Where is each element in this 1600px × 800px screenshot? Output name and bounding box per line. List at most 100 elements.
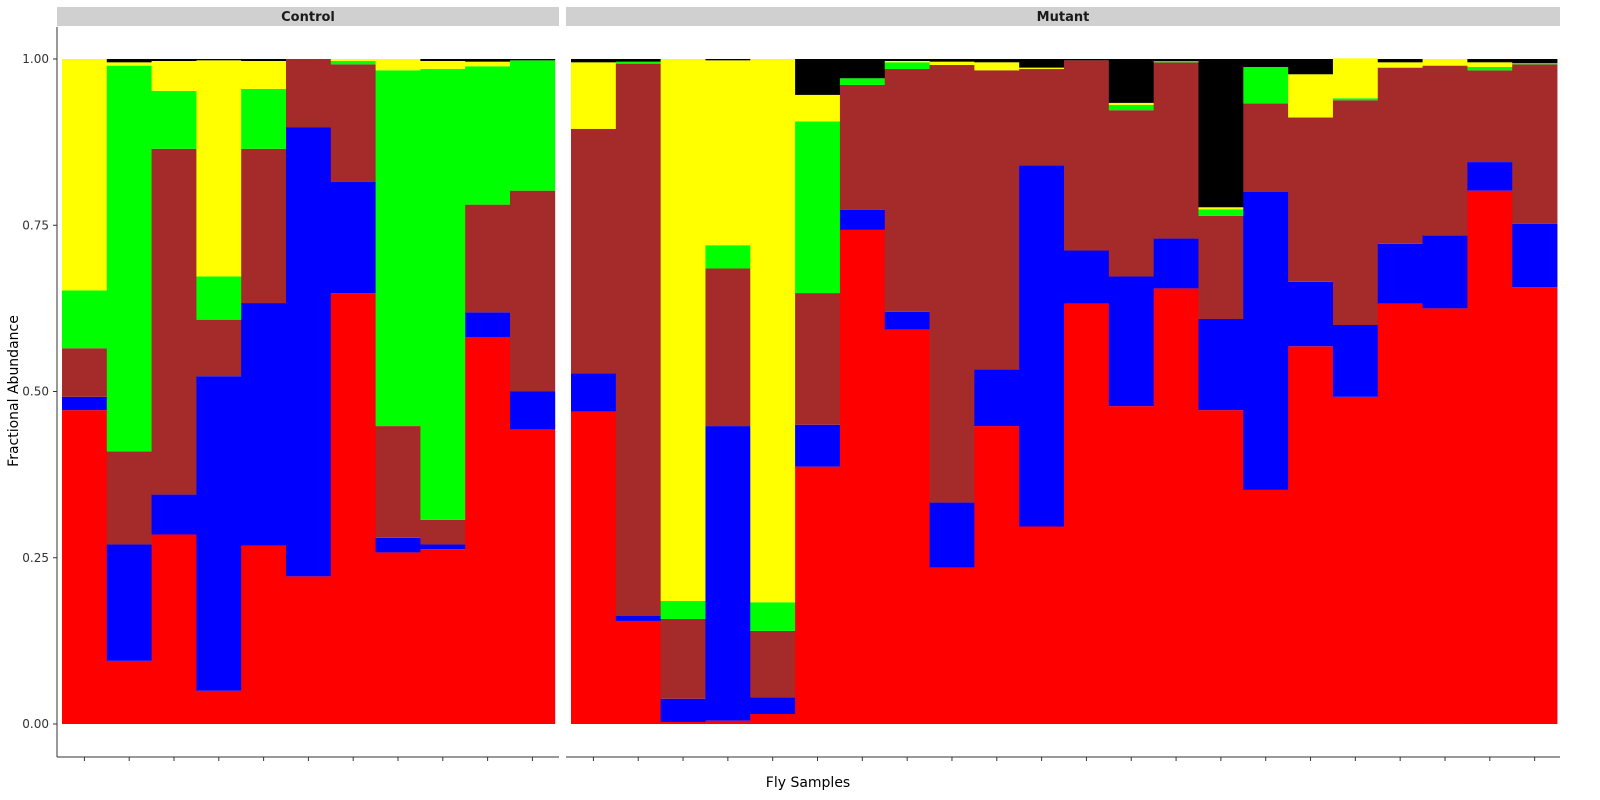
bar-segment-red xyxy=(510,429,556,724)
bar-segment-blue xyxy=(1198,319,1244,411)
bar-segment-brown xyxy=(1153,62,1199,239)
bar-segment-green xyxy=(510,60,556,191)
bar-segment-black xyxy=(929,59,975,62)
sample-bar xyxy=(1288,59,1334,724)
panel-strip-label: Control xyxy=(281,10,335,25)
bar-segment-blue xyxy=(465,312,511,337)
bar-segment-green xyxy=(1332,98,1379,101)
bar-segment-blue xyxy=(241,303,287,546)
bar-segment-blue xyxy=(1377,243,1423,304)
bar-segment-red xyxy=(705,720,751,724)
bar-segment-yellow xyxy=(330,59,376,61)
bar-segment-green xyxy=(62,290,108,349)
bar-segment-brown xyxy=(1512,64,1558,224)
bar-segment-black xyxy=(795,59,841,95)
panel-strip xyxy=(57,7,559,26)
bar-segment-yellow xyxy=(151,61,197,91)
sample-bar xyxy=(1153,59,1199,724)
bar-segment-brown xyxy=(106,451,152,545)
bar-segment-green xyxy=(705,245,751,269)
bar-segment-black xyxy=(571,59,617,63)
bar-segment-yellow xyxy=(106,62,152,66)
bar-segment-yellow xyxy=(571,62,617,129)
sample-bar xyxy=(884,59,930,724)
sample-bar xyxy=(330,59,376,724)
sample-bar xyxy=(929,59,975,724)
bar-segment-brown xyxy=(615,63,662,616)
bar-segment-red xyxy=(465,336,511,724)
sample-bar xyxy=(1512,59,1558,724)
bar-segment-red xyxy=(929,567,975,724)
bar-segment-blue xyxy=(615,615,662,621)
bar-segment-blue xyxy=(420,544,466,550)
bar-segment-blue xyxy=(884,311,930,330)
bar-segment-red xyxy=(106,660,152,724)
bar-segment-green xyxy=(1198,209,1244,216)
bar-segment-blue xyxy=(660,698,706,722)
bar-segment-brown xyxy=(1064,60,1110,251)
sample-bar xyxy=(286,59,332,724)
bar-segment-red xyxy=(151,534,197,724)
bar-segment-green xyxy=(1243,66,1289,104)
bar-segment-red xyxy=(1422,308,1468,725)
bar-segment-yellow xyxy=(705,60,751,246)
sample-bar xyxy=(1422,59,1468,725)
bar-segment-red xyxy=(1377,303,1423,724)
bar-segment-blue xyxy=(1243,192,1289,490)
bar-segment-green xyxy=(196,276,242,320)
bar-segment-yellow xyxy=(196,60,242,277)
sample-bar xyxy=(106,59,152,724)
sample-bar xyxy=(839,59,886,724)
y-axis: 0.00 0.25 0.50 0.75 1.00 xyxy=(22,27,58,757)
bar-segment-red xyxy=(615,620,662,724)
bar-segment-brown xyxy=(151,148,197,495)
bar-segment-brown xyxy=(196,319,242,377)
bar-segment-red xyxy=(241,545,287,724)
bar-segment-black xyxy=(884,59,930,61)
sample-bar xyxy=(420,59,466,724)
bar-segment-brown xyxy=(1332,100,1379,325)
bar-segment-red xyxy=(1243,489,1289,724)
sample-bar xyxy=(1019,59,1065,724)
bar-segment-yellow xyxy=(1019,67,1065,69)
sample-bar xyxy=(465,59,511,724)
bar-segment-blue xyxy=(375,537,421,553)
bar-segment-yellow xyxy=(660,59,706,601)
bar-segment-black xyxy=(1288,59,1334,75)
bar-segment-black xyxy=(615,59,662,62)
sample-bar xyxy=(1108,59,1155,724)
bar-segment-brown xyxy=(330,64,376,183)
panel-strip-label: Mutant xyxy=(1037,10,1090,25)
bar-segment-red xyxy=(974,426,1020,724)
bar-segment-blue xyxy=(1019,165,1065,527)
bar-segment-black xyxy=(1377,59,1423,63)
panel-strip xyxy=(566,7,1560,26)
y-axis-title: Fractional Abundance xyxy=(6,315,22,467)
bar-segment-red xyxy=(1108,406,1155,724)
bar-segment-red xyxy=(1153,288,1199,724)
bar-segment-black xyxy=(196,59,242,61)
y-tick-label: 0.00 xyxy=(22,717,49,731)
sample-bar xyxy=(1064,59,1110,724)
sample-bar xyxy=(1198,59,1244,724)
bar-segment-yellow xyxy=(241,61,287,89)
bar-segment-brown xyxy=(974,70,1020,370)
bar-segment-yellow xyxy=(62,59,108,291)
bar-segment-red xyxy=(1288,346,1334,724)
bar-segment-black xyxy=(510,59,556,61)
sample-bar xyxy=(974,59,1020,724)
bar-segment-green xyxy=(615,61,662,64)
bar-segment-red xyxy=(1064,303,1110,724)
bar-segment-red xyxy=(884,329,930,724)
bar-segment-red xyxy=(750,714,796,724)
bar-segment-blue xyxy=(795,424,841,467)
bar-segment-black xyxy=(1108,59,1155,103)
bar-segment-green xyxy=(375,70,421,427)
bar-segment-black xyxy=(974,59,1020,63)
bar-segment-red xyxy=(660,722,706,724)
bar-segment-red xyxy=(795,466,841,724)
bar-segment-brown xyxy=(420,519,466,545)
bar-segment-yellow xyxy=(465,61,511,67)
bar-segment-blue xyxy=(151,494,197,535)
